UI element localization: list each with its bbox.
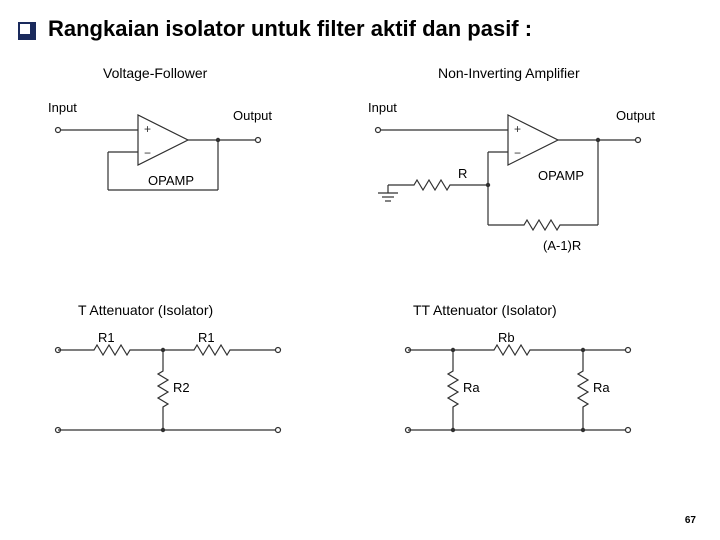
page-number: 67: [685, 515, 696, 526]
ni-feedback-label: (A-1)R: [543, 238, 581, 253]
pi-ra-left: Ra: [463, 380, 480, 395]
vf-minus: −: [144, 146, 151, 160]
vf-title: Voltage-Follower: [103, 65, 208, 81]
vf-plus: +: [144, 122, 151, 136]
ni-r-label: R: [458, 166, 467, 181]
bullet-icon: [18, 22, 36, 40]
voltage-follower-circuit: Voltage-Follower Input + − Output OPAMP: [48, 65, 272, 190]
ni-title: Non-Inverting Amplifier: [438, 65, 580, 81]
ni-input-label: Input: [368, 100, 397, 115]
pi-attenuator-circuit: TT Attenuator (Isolator) Rb Ra Ra: [406, 302, 631, 433]
ni-output-label: Output: [616, 108, 655, 123]
t-title: T Attenuator (Isolator): [78, 302, 213, 318]
vf-opamp-label: OPAMP: [148, 173, 194, 188]
t-r1-right: R1: [198, 330, 215, 345]
pi-ra-right: Ra: [593, 380, 610, 395]
circuit-diagrams: Voltage-Follower Input + − Output OPAMP …: [48, 60, 688, 500]
t-r2-label: R2: [173, 380, 190, 395]
vf-output-label: Output: [233, 108, 272, 123]
slide-title: Rangkaian isolator untuk filter aktif da…: [48, 16, 532, 42]
non-inverting-circuit: Non-Inverting Amplifier Input + − Output…: [368, 65, 655, 253]
pi-rb-label: Rb: [498, 330, 515, 345]
vf-input-label: Input: [48, 100, 77, 115]
t-attenuator-circuit: T Attenuator (Isolator) R1 R1 R2: [56, 302, 281, 433]
ni-opamp-label: OPAMP: [538, 168, 584, 183]
pi-title: TT Attenuator (Isolator): [413, 302, 557, 318]
ni-plus: +: [514, 122, 521, 136]
ni-minus: −: [514, 146, 521, 160]
t-r1-left: R1: [98, 330, 115, 345]
